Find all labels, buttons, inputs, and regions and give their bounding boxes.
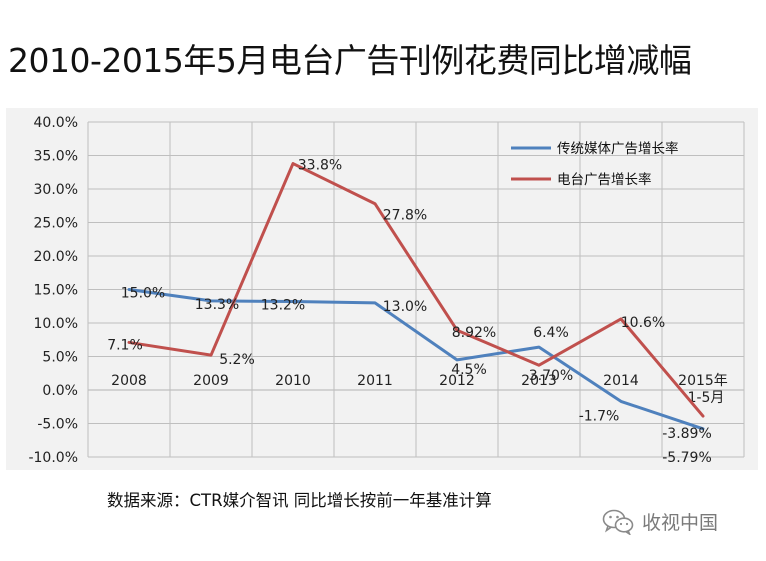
x-tick-label: 2013 (521, 373, 557, 389)
y-tick-label: 0.0% (42, 383, 78, 399)
data-label: 15.0% (121, 286, 165, 302)
data-label: 10.6% (621, 315, 665, 331)
data-label: 13.2% (261, 298, 305, 314)
series-line (127, 162, 705, 418)
watermark: 收视中国 (602, 508, 718, 535)
page-title: 2010-2015年5月电台广告刊例花费同比增减幅 (8, 41, 692, 80)
data-label: 6.4% (533, 325, 569, 341)
data-label: 7.1% (107, 337, 143, 353)
chart-panel: 40.0% 35.0% 30.0% 25.0% 20.0% 15.0% 10.0% 5.0% 0… (6, 108, 758, 470)
watermark-text: 收视中国 (642, 512, 719, 534)
legend-label: 电台广告增长率 (557, 171, 652, 188)
data-label: 13.0% (383, 299, 427, 315)
chart-series (127, 162, 705, 431)
x-tick-label: 2011 (357, 373, 393, 389)
x-tick-label: 2012 (439, 373, 475, 389)
data-label: 33.8% (298, 158, 342, 174)
data-label: 27.8% (383, 208, 427, 224)
chart-grid (87, 121, 745, 458)
y-tick-label: -5.0% (37, 417, 78, 433)
data-label: 3.70% (529, 368, 573, 384)
chart-axes: 40.0% 35.0% 30.0% 25.0% 20.0% 15.0% 10.0% 5.0% 0… (28, 115, 727, 466)
y-tick-label: 10.0% (34, 316, 78, 332)
series-line (127, 288, 705, 431)
x-tick-label: 2010 (275, 373, 311, 389)
data-label: 5.2% (219, 352, 255, 368)
wechat-icon (602, 509, 634, 535)
line-chart: 40.0% 35.0% 30.0% 25.0% 20.0% 15.0% 10.0% 5.0% 0… (28, 115, 745, 466)
y-tick-label: 40.0% (34, 115, 78, 131)
y-tick-label: -10.0% (28, 450, 78, 466)
data-label: -1.7% (579, 408, 620, 424)
y-tick-label: 20.0% (34, 249, 78, 265)
source-note: 数据来源：CTR媒介智讯 同比增长按前一年基准计算 (107, 491, 492, 510)
data-label: 4.5% (451, 362, 487, 378)
y-tick-label: 25.0% (34, 216, 78, 232)
y-tick-label: 15.0% (34, 283, 78, 299)
x-tick-label: 2009 (193, 373, 229, 389)
x-tick-label: 2015年 1-5月 (678, 373, 728, 406)
x-tick-label: 2014 (603, 373, 639, 389)
data-label: -3.89% (662, 426, 712, 442)
y-tick-label: 30.0% (34, 182, 78, 198)
x-tick-label: 2008 (111, 373, 147, 389)
data-label: -5.79% (662, 450, 712, 466)
chart-data-labels: 15.0% 13.3% 13.2% 13.0% 4.5% 6.4% -1.7% -5.79% 7… (107, 158, 712, 466)
y-tick-label: 5.0% (42, 350, 78, 366)
y-tick-label: 35.0% (34, 149, 78, 165)
legend-label: 传统媒体广告增长率 (557, 140, 679, 157)
data-label: 8.92% (452, 325, 496, 341)
data-label: 13.3% (195, 297, 239, 313)
